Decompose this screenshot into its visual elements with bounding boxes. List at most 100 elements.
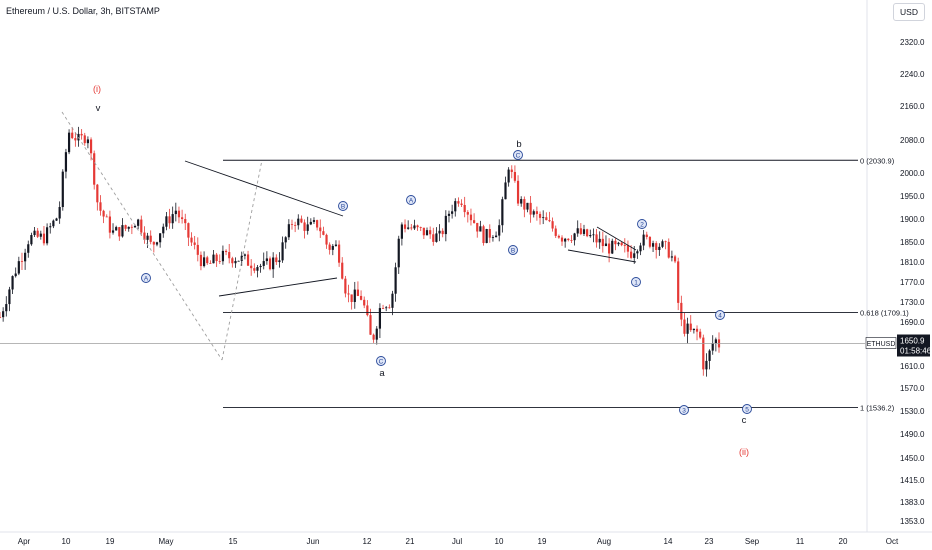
candle-body <box>168 216 171 224</box>
candle-body <box>526 202 529 210</box>
candle-body <box>658 246 661 250</box>
candle-body <box>231 258 234 264</box>
y-tick-label: 1610.0 <box>900 362 925 371</box>
wave-label-circle <box>406 195 416 205</box>
candle-body <box>589 235 592 237</box>
candle-body <box>388 307 391 309</box>
candle-body <box>469 214 473 221</box>
currency-button[interactable]: USD <box>893 3 925 21</box>
candle-body <box>378 308 382 329</box>
wedge-lower-line <box>567 249 637 263</box>
candle-body <box>259 265 262 268</box>
candle-body <box>454 201 457 212</box>
candle-body <box>705 360 708 370</box>
candle-body <box>2 311 5 318</box>
candle-body <box>137 219 140 226</box>
candle-body <box>0 317 2 318</box>
x-tick-label: Oct <box>886 537 899 546</box>
candle-body <box>372 334 375 340</box>
candle-body <box>55 218 58 221</box>
candle-body <box>510 169 513 172</box>
candle-body <box>532 211 535 215</box>
candle-body <box>165 216 168 227</box>
candle-body <box>14 273 17 277</box>
candle-body <box>171 214 174 224</box>
candle-body <box>491 237 495 238</box>
candle-body <box>407 227 410 229</box>
candle-body <box>482 226 485 244</box>
candle-body <box>115 227 118 231</box>
candle-body <box>243 254 246 256</box>
candle-body <box>221 250 225 262</box>
candle-body <box>359 295 363 300</box>
candle-body <box>664 241 667 243</box>
candle-body <box>42 233 46 244</box>
candle-body <box>633 253 636 258</box>
wave-label: 4 <box>718 313 722 320</box>
candle-body <box>209 263 212 264</box>
candle-body <box>425 230 429 236</box>
candle-body <box>187 223 190 238</box>
y-tick-label: 1353.0 <box>900 517 925 526</box>
candle-body <box>300 218 303 223</box>
y-tick-label: 2080.0 <box>900 136 925 145</box>
candle-body <box>667 241 670 258</box>
candle-body <box>309 221 312 225</box>
candle-body <box>444 215 447 235</box>
candle-body <box>5 304 8 312</box>
candle-body <box>538 213 542 218</box>
candle-body <box>639 245 642 252</box>
candle-body <box>385 307 388 309</box>
candle-body <box>476 222 479 232</box>
candle-body <box>611 240 614 254</box>
candle-body <box>579 228 582 234</box>
y-tick-label: 2000.0 <box>900 169 925 178</box>
candle-body <box>586 229 589 237</box>
candle-body <box>623 245 626 246</box>
candle-body <box>20 261 24 262</box>
candle-body <box>441 230 444 235</box>
wave-label: B <box>341 204 345 211</box>
wave-label: B <box>511 248 515 255</box>
candle-body <box>504 182 507 200</box>
candle-body <box>287 224 290 238</box>
candle-body <box>52 220 55 227</box>
candle-body <box>542 217 545 219</box>
candle-body <box>341 262 344 279</box>
wave-label: a <box>379 368 385 379</box>
candle-body <box>670 256 674 258</box>
candle-body <box>262 261 265 266</box>
candle-body <box>513 171 517 181</box>
wave-label-circle <box>679 405 689 415</box>
candle-body <box>714 339 717 344</box>
candle-body <box>215 254 218 262</box>
triangle-upper-line <box>184 160 344 217</box>
dashed-channel-line <box>221 159 263 361</box>
candle-body <box>432 234 435 242</box>
candle-body <box>202 257 206 267</box>
wedge-upper-line <box>596 226 637 251</box>
candle-body <box>498 225 501 236</box>
candle-body <box>529 202 532 215</box>
candle-body <box>466 212 469 215</box>
candle-body <box>256 267 259 271</box>
candle-body <box>64 152 68 172</box>
candle-body <box>89 139 93 154</box>
wave-label-circle <box>637 219 647 229</box>
dashed-channel-line <box>61 111 223 361</box>
candle-body <box>507 169 510 183</box>
y-tick-label: 1950.0 <box>900 192 925 201</box>
candle-body <box>96 184 99 203</box>
candle-body <box>99 202 102 211</box>
x-tick-label: 10 <box>62 537 71 546</box>
y-tick-label: 1900.0 <box>900 215 925 224</box>
candle-body <box>319 227 322 232</box>
candle-body <box>111 230 115 233</box>
candle-body <box>190 237 193 243</box>
candle-body <box>648 237 652 247</box>
candle-body <box>67 132 71 153</box>
candle-body <box>598 238 601 243</box>
candle-body <box>582 229 586 234</box>
candle-body <box>677 261 680 303</box>
